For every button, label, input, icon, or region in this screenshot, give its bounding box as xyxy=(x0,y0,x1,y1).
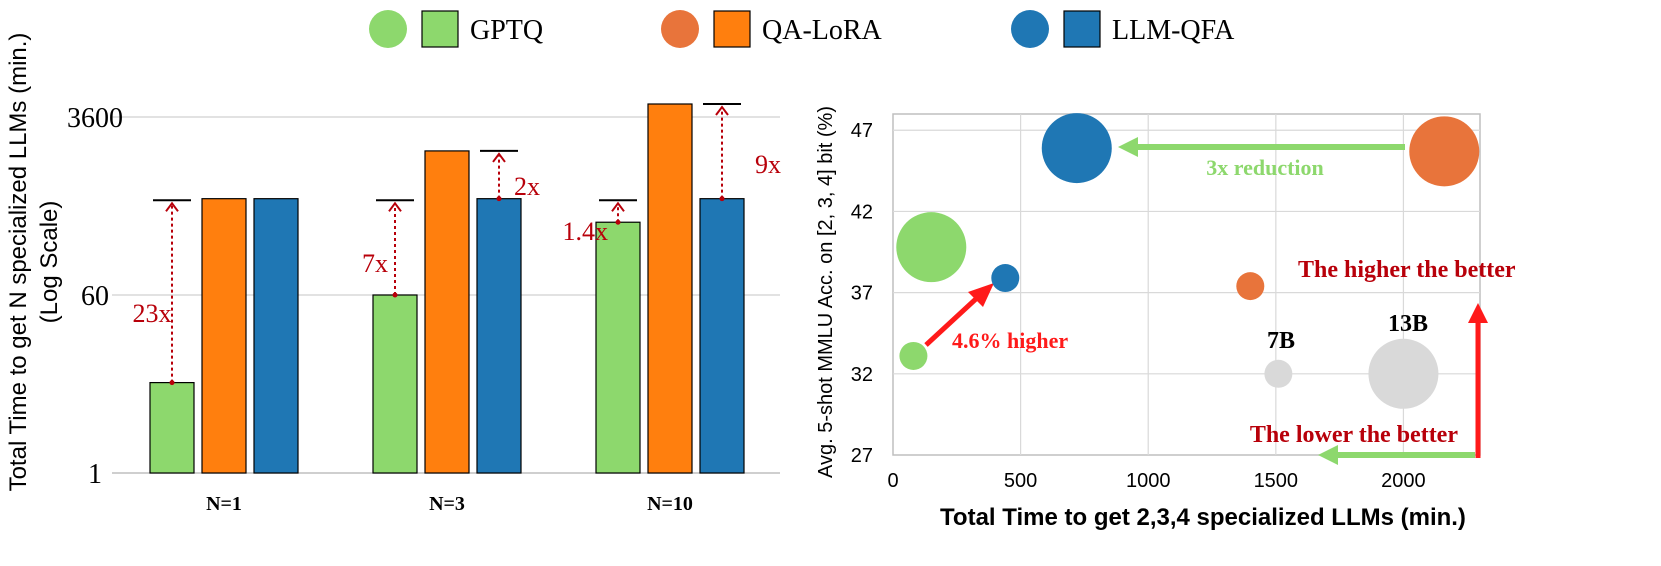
scatter-x-axis-label: Total Time to get 2,3,4 specialized LLMs… xyxy=(940,504,1466,531)
bar-qa-lora-n-3 xyxy=(424,150,470,474)
bar-gptq-n-3 xyxy=(372,294,418,474)
scatter-point-qa-lora-7b xyxy=(1236,272,1265,301)
bar-annotation-dot xyxy=(615,219,621,225)
legend-label-qa-lora: QA-LoRA xyxy=(762,15,883,46)
reference-label-13b: 13B xyxy=(1388,311,1428,337)
reduction-label: 3x reduction xyxy=(1206,155,1324,180)
bar-annotation-arrowhead xyxy=(492,152,506,163)
bar-annotation-dot xyxy=(496,196,502,202)
bar-y-axis-label: Total Time to get N specialized LLMs (mi… xyxy=(5,33,32,492)
bar-gptq-n-10 xyxy=(595,221,641,474)
scatter-point-llm-qfa-7b xyxy=(991,264,1020,293)
scatter-chart: 0 500 1000 1500 2000 27 32 37 42 47 3x reduction 4… xyxy=(815,106,1516,531)
lower-better-arrowhead xyxy=(1318,445,1338,465)
reference-label-7b: 7B xyxy=(1267,328,1295,354)
reduction-arrowhead xyxy=(1118,137,1138,157)
higher-better-arrowhead xyxy=(1468,303,1488,323)
scatter-x-tick-label: 0 xyxy=(887,470,898,492)
legend-swatch-llm-qfa xyxy=(1063,10,1101,48)
scatter-x-tick-label: 2000 xyxy=(1381,470,1426,492)
bar-annotation-arrowhead xyxy=(715,105,729,116)
bar-y-tick-label: 1 xyxy=(88,459,102,490)
bar-annotation-arrowhead xyxy=(388,201,402,212)
bar-annotation-arrowhead xyxy=(611,201,625,212)
scatter-point-qa-lora-13b xyxy=(1409,116,1480,187)
legend-bubble-llm-qfa xyxy=(1011,10,1049,48)
scatter-y-tick-label: 37 xyxy=(851,283,873,305)
scatter-plot-frame xyxy=(892,113,1481,456)
scatter-y-tick-label: 32 xyxy=(851,364,873,386)
bar-annotation-dot xyxy=(169,380,175,386)
lower-better-label: The lower the better xyxy=(1250,422,1459,448)
legend-swatch-gptq xyxy=(421,10,459,48)
bar-annotation-label: 1.4x xyxy=(563,217,609,246)
higher-better-label: The higher the better xyxy=(1298,257,1516,283)
bar-y-axis-sublabel: (Log Scale) xyxy=(36,201,63,324)
legend-label-gptq: GPTQ xyxy=(470,15,543,46)
higher-acc-arrow xyxy=(924,295,980,347)
bar-annotation-label: 2x xyxy=(514,172,540,201)
bar-annotation-dot xyxy=(719,196,725,202)
bar-x-tick-label: N=3 xyxy=(429,493,465,515)
bar-annotation-dot xyxy=(392,292,398,298)
bar-chart: 1 60 3600 N=1 N=3 N=10 23x 7x 2x 1.4x 9x Total T… xyxy=(5,33,781,515)
bar-llm-qfa-n-1 xyxy=(253,198,299,474)
scatter-x-tick-label: 1000 xyxy=(1126,470,1171,492)
bar-annotation-label: 9x xyxy=(755,150,781,179)
bar-x-tick-label: N=10 xyxy=(647,493,693,515)
bar-llm-qfa-n-3 xyxy=(476,198,522,474)
scatter-point-reference-13b xyxy=(1368,338,1439,409)
scatter-point-reference-7b xyxy=(1264,359,1293,388)
bar-y-tick-label: 60 xyxy=(81,281,109,312)
scatter-y-tick-label: 42 xyxy=(851,201,873,223)
scatter-x-tick-label: 500 xyxy=(1004,470,1037,492)
legend-bubble-gptq xyxy=(369,10,407,48)
bar-qa-lora-n-10 xyxy=(647,103,693,474)
bar-y-tick-label: 3600 xyxy=(67,103,123,134)
legend-label-llm-qfa: LLM-QFA xyxy=(1112,15,1235,46)
bar-annotation-label: 7x xyxy=(362,249,388,278)
bar-x-tick-label: N=1 xyxy=(206,493,242,515)
scatter-y-tick-label: 47 xyxy=(851,120,873,142)
bar-gptq-n-1 xyxy=(149,381,195,474)
higher-acc-arrowhead xyxy=(968,283,994,307)
bar-annotation-arrowhead xyxy=(165,201,179,212)
scatter-point-gptq-7b xyxy=(899,341,928,370)
bar-llm-qfa-n-10 xyxy=(699,198,745,474)
legend-swatch-qa-lora xyxy=(713,10,751,48)
scatter-point-gptq-13b xyxy=(896,212,967,283)
scatter-x-tick-label: 1500 xyxy=(1254,470,1299,492)
bar-qa-lora-n-1 xyxy=(201,198,247,474)
scatter-point-llm-qfa-13b xyxy=(1041,113,1112,184)
legend: GPTQ QA-LoRA LLM-QFA xyxy=(369,10,1235,48)
higher-acc-label: 4.6% higher xyxy=(952,328,1068,353)
legend-bubble-qa-lora xyxy=(661,10,699,48)
scatter-y-axis-label: Avg. 5-shot MMLU Acc. on [2, 3, 4] bit (… xyxy=(815,106,837,478)
scatter-y-tick-label: 27 xyxy=(851,445,873,467)
bar-annotation-label: 23x xyxy=(133,299,172,328)
